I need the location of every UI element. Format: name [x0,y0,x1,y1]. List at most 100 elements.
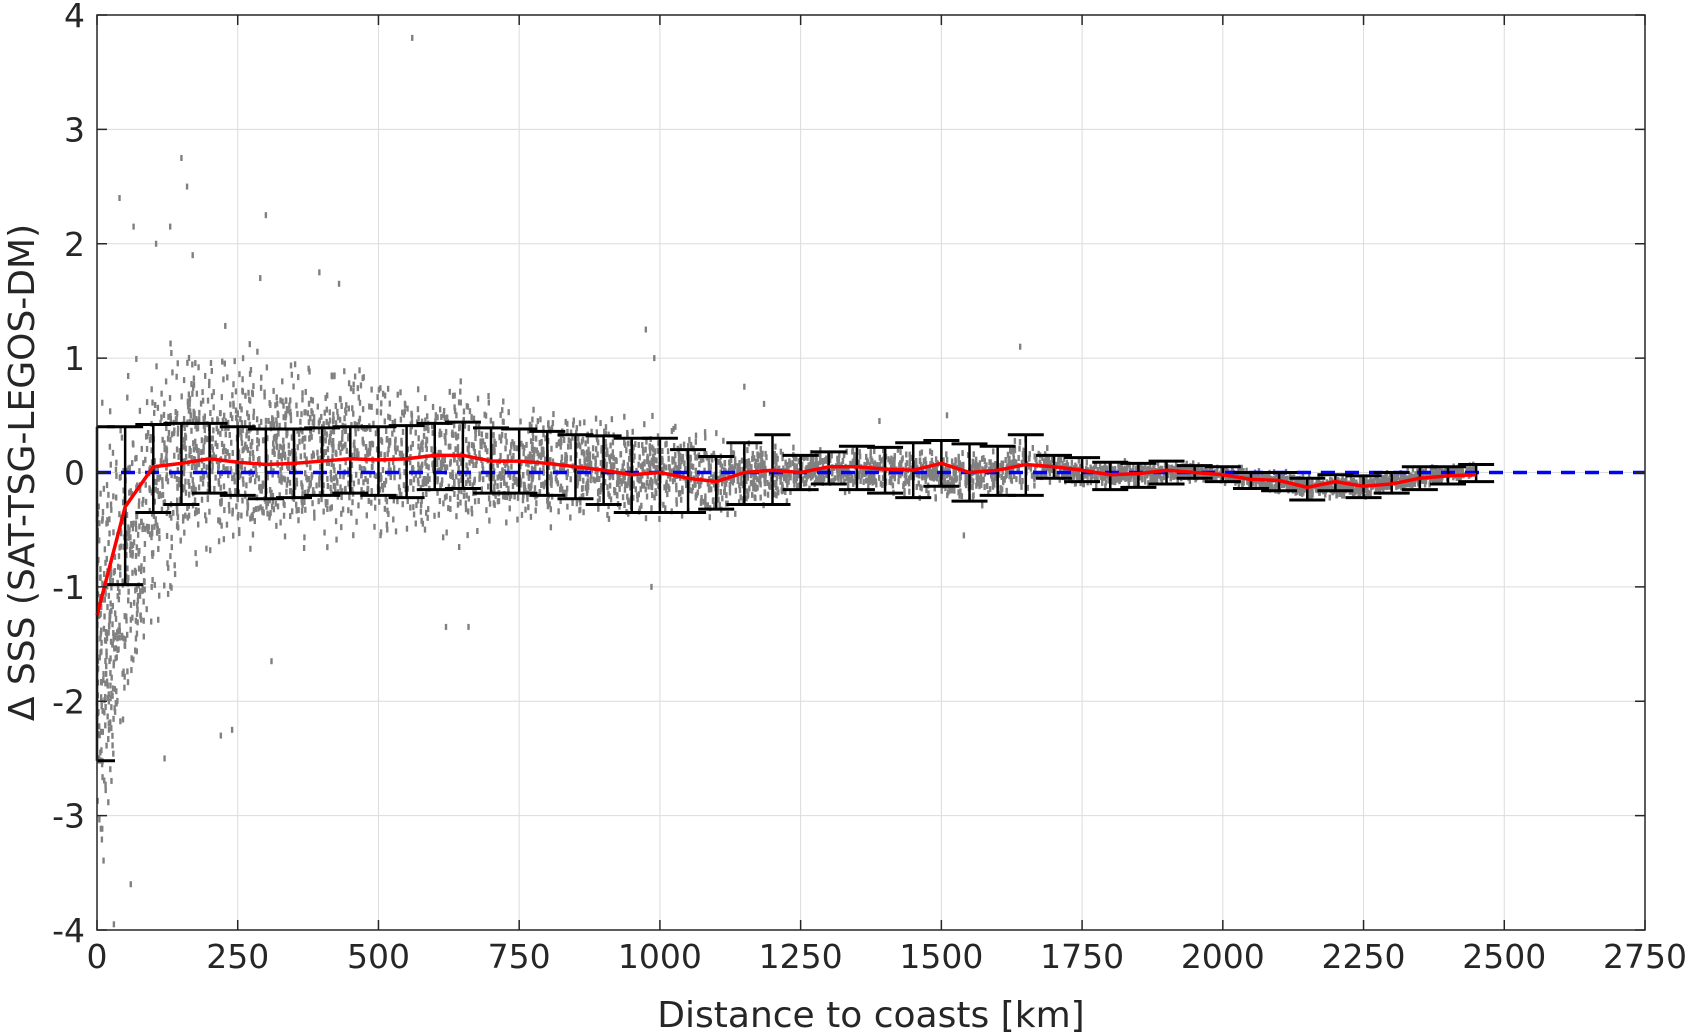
scatter-point [361,438,365,445]
scatter-point [1048,466,1052,473]
scatter-point [105,653,108,660]
scatter-point [1307,486,1310,493]
scatter-point [196,521,200,528]
scatter-point [713,502,716,509]
scatter-point [176,497,179,504]
scatter-point [176,425,180,432]
scatter-point [594,468,597,475]
scatter-point [1302,478,1306,485]
scatter-point [384,428,388,435]
scatter-point [953,487,956,494]
scatter-point [675,497,678,504]
scatter-point [638,454,641,461]
scatter-point [172,509,175,516]
scatter-point [896,446,900,453]
scatter-point [167,413,170,420]
scatter-point [479,442,482,449]
scatter-point [858,449,861,456]
scatter-point [773,491,776,498]
scatter-point [565,485,569,492]
scatter-point [263,437,266,444]
scatter-point [134,552,138,559]
scatter-point [957,457,960,464]
scatter-point [1008,473,1011,480]
scatter-point [449,472,452,479]
scatter-point [223,507,226,514]
scatter-point [1001,463,1004,470]
scatter-point [1265,473,1269,480]
scatter-point [1367,490,1371,497]
scatter-point [864,477,868,484]
scatter-point [1146,465,1150,472]
scatter-point [760,457,763,464]
scatter-point [358,415,362,422]
scatter-point [202,443,205,450]
scatter-point [428,476,431,483]
scatter-point [157,545,160,552]
scatter-point [188,408,192,415]
scatter-point [932,469,935,476]
scatter-point [99,825,103,832]
scatter-point [323,409,326,416]
scatter-point [118,622,121,629]
scatter-point [1267,474,1271,481]
scatter-point [439,483,442,490]
scatter-point [1029,465,1033,472]
scatter-point [339,440,343,447]
scatter-point [972,459,975,466]
scatter-point [99,574,102,581]
scatter-point [649,477,653,484]
scatter-point [623,413,626,420]
scatter-point [114,700,118,707]
scatter-point [122,543,125,550]
scatter-point [108,612,112,619]
scatter-point [685,481,688,488]
scatter-point [100,836,104,843]
scatter-point [557,508,560,515]
scatter-point [126,565,129,572]
scatter-point [945,472,949,479]
scatter-point [279,519,282,526]
scatter-point [538,489,541,496]
scatter-point [1307,472,1311,479]
scatter-point [325,406,329,413]
scatter-point [256,348,259,355]
scatter-point [1104,464,1107,471]
scatter-point [867,483,870,490]
scatter-point [282,500,285,507]
scatter-point [386,385,390,392]
scatter-point [785,472,788,479]
scatter-point [656,447,659,454]
scatter-point [401,428,405,435]
scatter-point [1382,485,1385,492]
scatter-point [1123,465,1127,472]
scatter-point [358,464,362,471]
scatter-point [1251,472,1255,479]
scatter-point [750,491,754,498]
scatter-point [719,489,722,496]
scatter-point [191,418,195,425]
scatter-point [793,462,796,469]
scatter-point [923,472,927,479]
scatter-point [379,409,383,416]
scatter-point [898,462,901,469]
scatter-point [366,488,369,495]
scatter-point [470,442,474,449]
scatter-point [141,584,144,591]
scatter-point [312,414,316,421]
scatter-point [1399,484,1403,491]
scatter-point [330,504,334,511]
scatter-point [114,466,118,473]
scatter-point [106,713,109,720]
scatter-point [902,483,905,490]
scatter-point [184,512,187,519]
scatter-point [841,457,845,464]
scatter-point [644,515,648,522]
scatter-point [551,458,555,465]
scatter-point [356,385,360,392]
scatter-point [1037,450,1040,457]
scatter-point [1078,463,1082,470]
scatter-point [515,476,518,483]
scatter-point [431,403,435,410]
scatter-point [226,419,230,426]
